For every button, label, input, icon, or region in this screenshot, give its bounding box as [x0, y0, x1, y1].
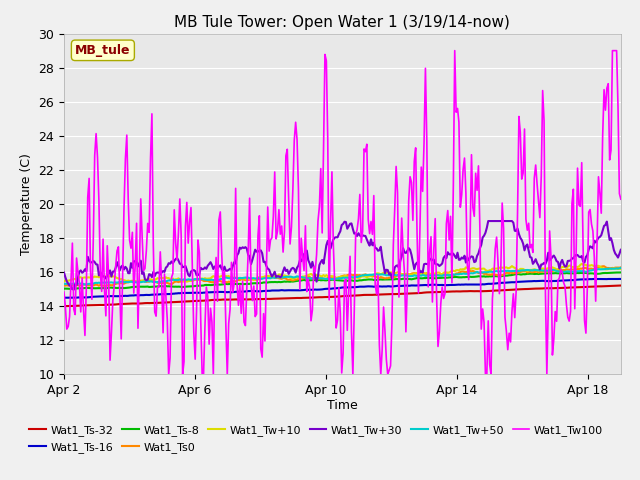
Legend: Wat1_Ts-32, Wat1_Ts-16, Wat1_Ts-8, Wat1_Ts0, Wat1_Tw+10, Wat1_Tw+30, Wat1_Tw+50,: Wat1_Ts-32, Wat1_Ts-16, Wat1_Ts-8, Wat1_…	[25, 421, 607, 457]
X-axis label: Time: Time	[327, 398, 358, 411]
Text: MB_tule: MB_tule	[75, 44, 131, 57]
Title: MB Tule Tower: Open Water 1 (3/19/14-now): MB Tule Tower: Open Water 1 (3/19/14-now…	[175, 15, 510, 30]
Y-axis label: Temperature (C): Temperature (C)	[20, 153, 33, 255]
